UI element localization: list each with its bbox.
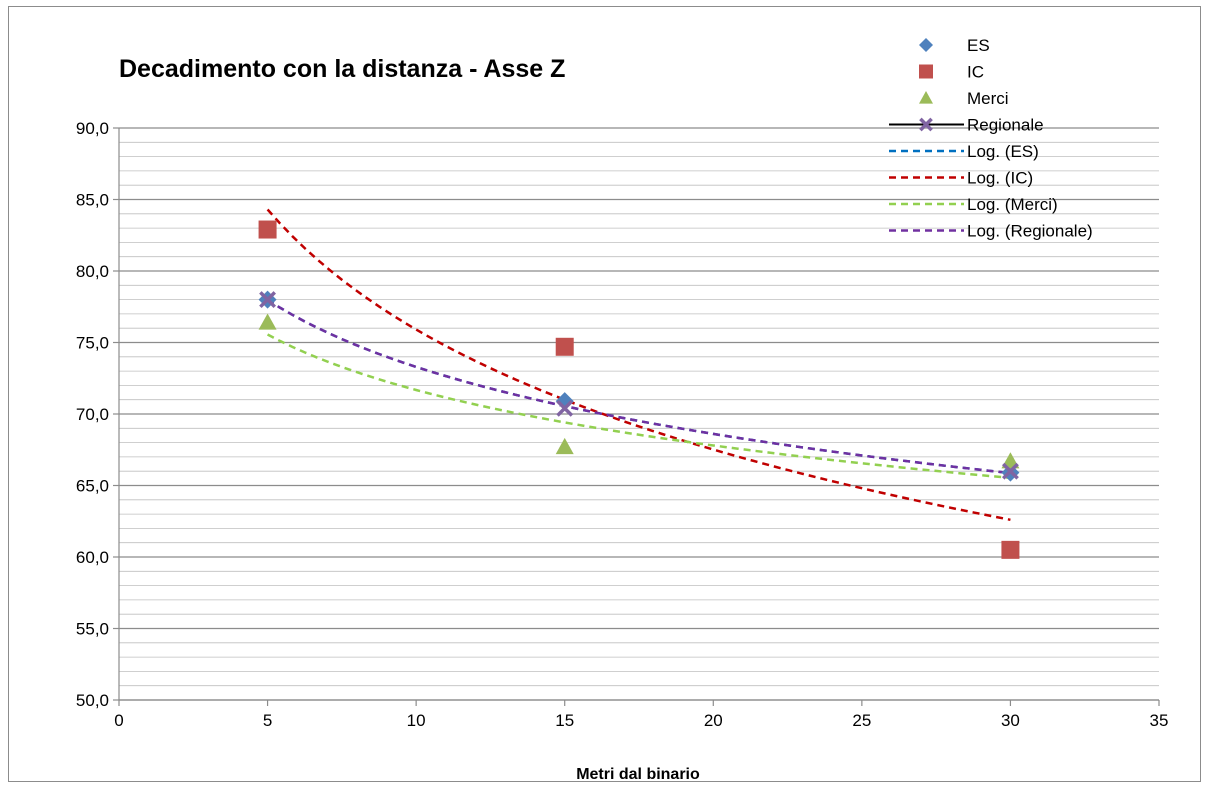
chart-title: Decadimento con la distanza - Asse Z: [119, 55, 565, 83]
x-tick-label: 20: [704, 711, 723, 730]
trendline-log-regionale: [266, 298, 1011, 475]
legend-marker-merci: [919, 91, 933, 104]
x-stroke: [259, 291, 277, 309]
y-tick-label: 55,0: [76, 620, 109, 639]
y-tick-label: 60,0: [76, 548, 109, 567]
legend-label-regionale: Regionale: [967, 116, 1044, 135]
legend-label-log-ic: Log. (IC): [967, 169, 1033, 188]
y-tick-label: 70,0: [76, 405, 109, 424]
point-ic: [1001, 540, 1020, 559]
legend-label-log-es: Log. (ES): [967, 142, 1039, 161]
chart-svg: 50,0 55,0 60,0 65,0 70,0 75,0 80,0 85,0 90,0 0 5 10…: [76, 36, 1169, 783]
axis-layer: 50,0 55,0 60,0 65,0 70,0 75,0 80,0 85,0 90,0 0 5 10…: [76, 119, 1169, 730]
legend-marker-es: [919, 38, 933, 52]
y-tick-label: 65,0: [76, 477, 109, 496]
y-tick-label: 90,0: [76, 119, 109, 138]
legend-label-log-merci: Log. (Merci): [967, 195, 1058, 214]
legend-marker-regionale: [919, 117, 933, 132]
y-tick-label: 75,0: [76, 334, 109, 353]
x-tick-label: 30: [1001, 711, 1020, 730]
point-ic: [555, 337, 574, 356]
point-regionale: [259, 291, 277, 309]
point-regionale: [1001, 462, 1019, 480]
legend-label-log-regionale: Log. (Regionale): [967, 222, 1093, 241]
y-tick-label: 80,0: [76, 262, 109, 281]
legend-label-es: ES: [967, 36, 990, 55]
legend-label-merci: Merci: [967, 89, 1009, 108]
x-tick-label: 35: [1150, 711, 1169, 730]
point-merci: [258, 313, 277, 330]
x-tick-label: 0: [114, 711, 123, 730]
trendline-layer: [266, 208, 1011, 522]
chart-frame: 50,0 55,0 60,0 65,0 70,0 75,0 80,0 85,0 90,0 0 5 10…: [8, 6, 1201, 783]
point-regionale: [556, 399, 574, 417]
legend-label-ic: IC: [967, 63, 984, 82]
trendline-log-es: [266, 298, 1011, 475]
point-ic: [258, 220, 277, 239]
legend: ES IC Merci Regionale Log. (ES) Log. (IC) Log.…: [889, 36, 1093, 241]
trendline-log-merci: [266, 333, 1011, 480]
y-tick-label: 50,0: [76, 691, 109, 710]
x-stroke: [919, 117, 933, 132]
trendline-log-ic: [266, 208, 1011, 522]
x-tick-label: 15: [555, 711, 574, 730]
x-tick-label: 25: [852, 711, 871, 730]
x-stroke: [1001, 462, 1019, 480]
x-tick-label: 5: [263, 711, 272, 730]
series-layer: [258, 220, 1020, 559]
legend-marker-ic: [919, 64, 933, 79]
x-stroke: [556, 399, 574, 417]
point-merci: [555, 437, 574, 455]
y-tick-label: 85,0: [76, 191, 109, 210]
x-tick-label: 10: [407, 711, 426, 730]
x-axis-title: Metri dal binario: [576, 766, 700, 783]
